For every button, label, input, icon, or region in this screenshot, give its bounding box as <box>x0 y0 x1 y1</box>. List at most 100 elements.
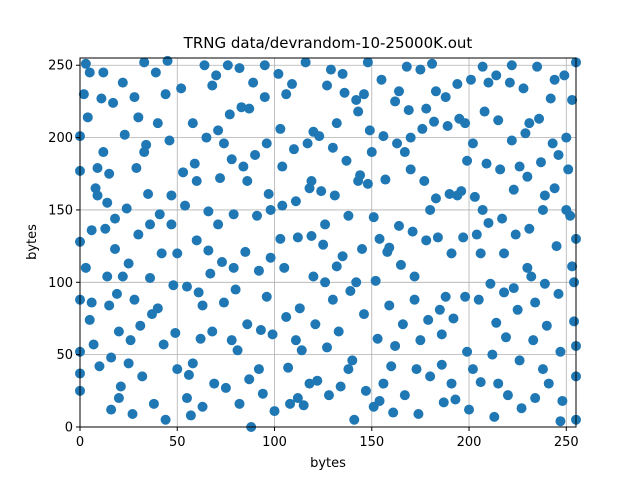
scatter-point <box>242 176 253 186</box>
scatter-point <box>413 408 424 419</box>
scatter-point <box>277 200 288 211</box>
y-tick-label: 200 <box>48 131 73 146</box>
scatter-point <box>467 364 478 375</box>
scatter-point <box>502 390 513 401</box>
scatter-point <box>421 235 432 246</box>
scatter-point <box>191 176 202 186</box>
scatter-point <box>504 77 515 88</box>
scatter-point <box>549 183 560 194</box>
scatter-point <box>288 144 299 155</box>
scatter-point <box>265 204 276 215</box>
plot-frame <box>79 57 577 428</box>
scatter-point <box>362 178 373 189</box>
x-tick-label: 250 <box>554 435 579 450</box>
scatter-point <box>127 408 138 419</box>
scatter-point <box>224 109 235 120</box>
scatter-point <box>442 121 453 132</box>
scatter-point <box>506 135 517 146</box>
scatter-point <box>308 126 319 137</box>
scatter-point <box>253 265 264 276</box>
scatter-point <box>384 242 395 253</box>
scatter-point <box>133 112 144 123</box>
scatter-point <box>450 394 461 405</box>
scatter-point <box>388 407 399 418</box>
scatter-point <box>460 291 471 302</box>
scatter-point <box>325 64 336 75</box>
scatter-point <box>205 268 216 279</box>
scatter-point <box>166 190 177 201</box>
scatter-point <box>318 239 329 250</box>
scatter-point <box>148 398 159 409</box>
scatter-point <box>113 326 124 337</box>
scatter-point <box>193 287 204 298</box>
scatter-point <box>207 80 218 91</box>
scatter-point <box>203 245 214 256</box>
scatter-point <box>499 248 510 259</box>
scatter-point <box>380 174 391 185</box>
scatter-point <box>539 278 550 289</box>
scatter-point <box>329 190 340 201</box>
scatter-point <box>409 271 420 282</box>
scatter-point <box>530 297 541 308</box>
scatter-point <box>518 83 529 94</box>
scatter-point <box>343 210 354 221</box>
scatter-point <box>448 313 459 324</box>
scatter-point <box>104 300 115 311</box>
scatter-point <box>230 284 241 295</box>
scatter-point <box>372 333 383 344</box>
scatter-point <box>139 147 150 158</box>
scatter-point <box>508 184 519 195</box>
scatter-point <box>123 358 134 369</box>
scatter-point <box>559 70 570 81</box>
scatter-point <box>462 155 473 166</box>
scatter-point <box>444 189 455 200</box>
scatter-point <box>96 93 107 104</box>
scatter-point <box>331 118 342 129</box>
scatter-point <box>302 138 313 149</box>
scatter-point <box>425 371 436 382</box>
scatter-point <box>166 219 177 230</box>
scatter-point <box>545 93 556 104</box>
scatter-point <box>143 189 154 200</box>
scatter-point <box>119 129 130 140</box>
scatter-point <box>384 300 395 311</box>
scatter-point <box>471 229 482 240</box>
scatter-point <box>201 132 212 143</box>
scatter-point <box>164 135 175 146</box>
scatter-point <box>430 86 441 97</box>
scatter-point <box>337 68 348 79</box>
scatter-point <box>216 257 227 268</box>
scatter-point <box>524 118 535 129</box>
scatter-point <box>376 74 387 85</box>
scatter-point <box>567 94 578 105</box>
scatter-point <box>238 161 249 172</box>
scatter-point <box>213 219 224 230</box>
scatter-point <box>541 320 552 331</box>
y-tick-label: 100 <box>48 276 73 291</box>
scatter-point <box>123 258 134 269</box>
scatter-point <box>310 319 321 330</box>
scatter-point <box>493 378 504 389</box>
y-tick-label: 150 <box>48 203 73 218</box>
scatter-point <box>172 364 183 375</box>
scatter-point <box>393 220 404 231</box>
scatter-point <box>411 364 422 375</box>
scatter-point <box>92 162 103 173</box>
scatter-point <box>234 63 245 74</box>
scatter-point <box>547 138 558 149</box>
scatter-point <box>261 138 272 149</box>
scatter-point <box>281 89 292 100</box>
scatter-point <box>78 89 89 100</box>
scatter-point <box>534 113 545 124</box>
scatter-point <box>234 398 245 409</box>
scatter-point <box>430 193 441 204</box>
scatter-point <box>407 226 418 237</box>
scatter-point <box>290 335 301 346</box>
x-tick-label: 0 <box>76 435 84 450</box>
scatter-point <box>145 272 156 283</box>
scatter-point <box>236 102 247 113</box>
scatter-point <box>429 116 440 127</box>
scatter-point <box>464 404 475 415</box>
scatter-point <box>339 87 350 98</box>
scatter-point <box>506 60 517 71</box>
